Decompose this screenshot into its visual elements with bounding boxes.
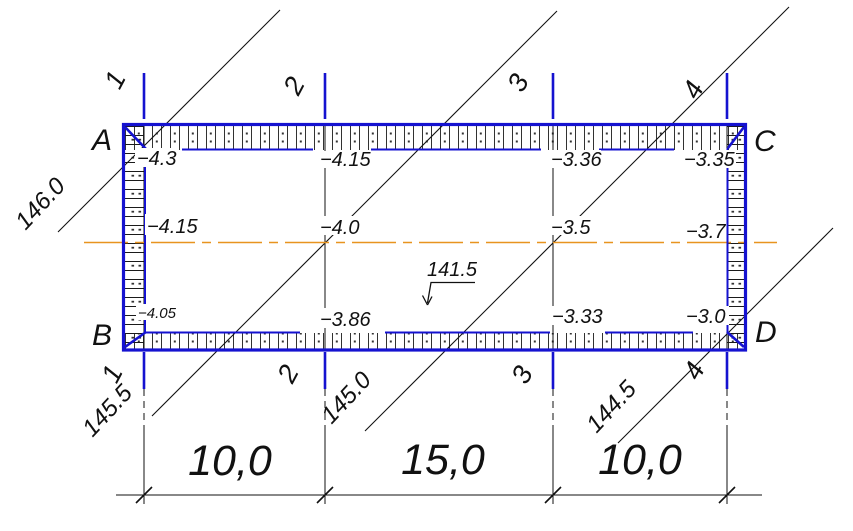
label-bg xyxy=(684,306,729,325)
diagonal-axis2 xyxy=(151,10,558,417)
corner-label-a: A xyxy=(90,124,112,157)
elevations-bottom-edge: −4.05 −3.86 −3.33 −3.0 xyxy=(138,305,725,331)
diagonal-axis1 xyxy=(57,9,281,233)
label-bg xyxy=(684,221,726,240)
diagonal-axis4 xyxy=(617,227,834,444)
corner-label-b: B xyxy=(92,319,112,352)
corner-letters: A B C D xyxy=(90,124,777,352)
axis-ticks-bottom xyxy=(142,352,729,389)
axis-extension-solid xyxy=(143,430,728,504)
elevations-top-edge: −4.3 −4.15 −3.36 −3.35 xyxy=(137,148,735,171)
pit-bottom-label: 141.5 xyxy=(427,259,478,281)
label-bg xyxy=(136,304,178,320)
axis-interior-lines xyxy=(143,124,728,350)
elevations-center-row: −4.15 −4.0 −3.5 −3.7 xyxy=(147,216,726,243)
label-bg xyxy=(145,214,199,235)
elevation-label: −3.33 xyxy=(552,306,603,328)
dimension-value: 15,0 xyxy=(401,436,485,484)
elevation-label: −4.15 xyxy=(320,149,371,171)
dimension-chain xyxy=(116,486,762,504)
elevation-label: −4.15 xyxy=(147,216,198,238)
dimension-value: 10,0 xyxy=(188,437,272,485)
corner-label-d: D xyxy=(755,316,777,349)
label-bg xyxy=(549,306,603,325)
axis-label: 3 xyxy=(501,69,535,96)
ground-elevation: 146.0 xyxy=(10,172,71,235)
elevation-label: −3.5 xyxy=(551,217,591,239)
axis-label: 3 xyxy=(505,361,539,388)
label-bg xyxy=(317,308,373,328)
elevation-label: −3.36 xyxy=(551,149,602,171)
leader-arrow-icon xyxy=(421,295,433,306)
dimension-values: 10,0 15,0 10,0 xyxy=(188,436,682,485)
corner-label-c: C xyxy=(754,125,776,158)
slope-hatch-bands xyxy=(124,126,745,349)
axis-ticks-top xyxy=(142,73,729,119)
axis-label: 1 xyxy=(95,360,129,387)
label-bg xyxy=(135,148,177,167)
label-bg xyxy=(549,150,601,168)
axis-label: 4 xyxy=(676,76,710,103)
ground-elevation: 145.5 xyxy=(77,379,138,442)
corner-chamfers xyxy=(124,126,746,349)
dimension-slash-ticks xyxy=(135,486,736,504)
label-backgrounds xyxy=(135,148,736,328)
label-bg xyxy=(549,216,595,235)
label-bg xyxy=(318,151,370,168)
elevation-label: −4.0 xyxy=(320,217,359,239)
bottom-slope-band xyxy=(125,333,744,349)
elevation-label: −3.0 xyxy=(686,306,725,328)
elevation-label: −4.3 xyxy=(137,148,176,170)
axis-label: 4 xyxy=(677,357,711,384)
pit-outline xyxy=(121,122,748,352)
elevation-label-muted: −4.05 xyxy=(138,305,177,322)
top-slope-band xyxy=(125,126,744,150)
axis-numbers-top: 1 2 3 4 xyxy=(98,66,710,103)
blue-linework xyxy=(121,73,748,389)
pit-bottom-leader xyxy=(421,281,475,306)
elevation-label: −3.35 xyxy=(684,149,735,171)
left-slope-band xyxy=(124,126,145,349)
label-bg xyxy=(317,216,367,235)
elevation-label: −3.7 xyxy=(686,221,726,243)
label-bg xyxy=(682,150,736,168)
ground-elevation-labels: 146.0 145.5 145.0 144.5 xyxy=(10,172,642,442)
dimension-value: 10,0 xyxy=(598,436,682,484)
elevation-label: −3.86 xyxy=(320,309,371,331)
leader-line xyxy=(426,281,475,304)
right-slope-band xyxy=(727,126,745,349)
axis-label: 2 xyxy=(277,72,311,100)
axis-label: 1 xyxy=(98,66,132,93)
axis-label: 2 xyxy=(271,360,305,388)
